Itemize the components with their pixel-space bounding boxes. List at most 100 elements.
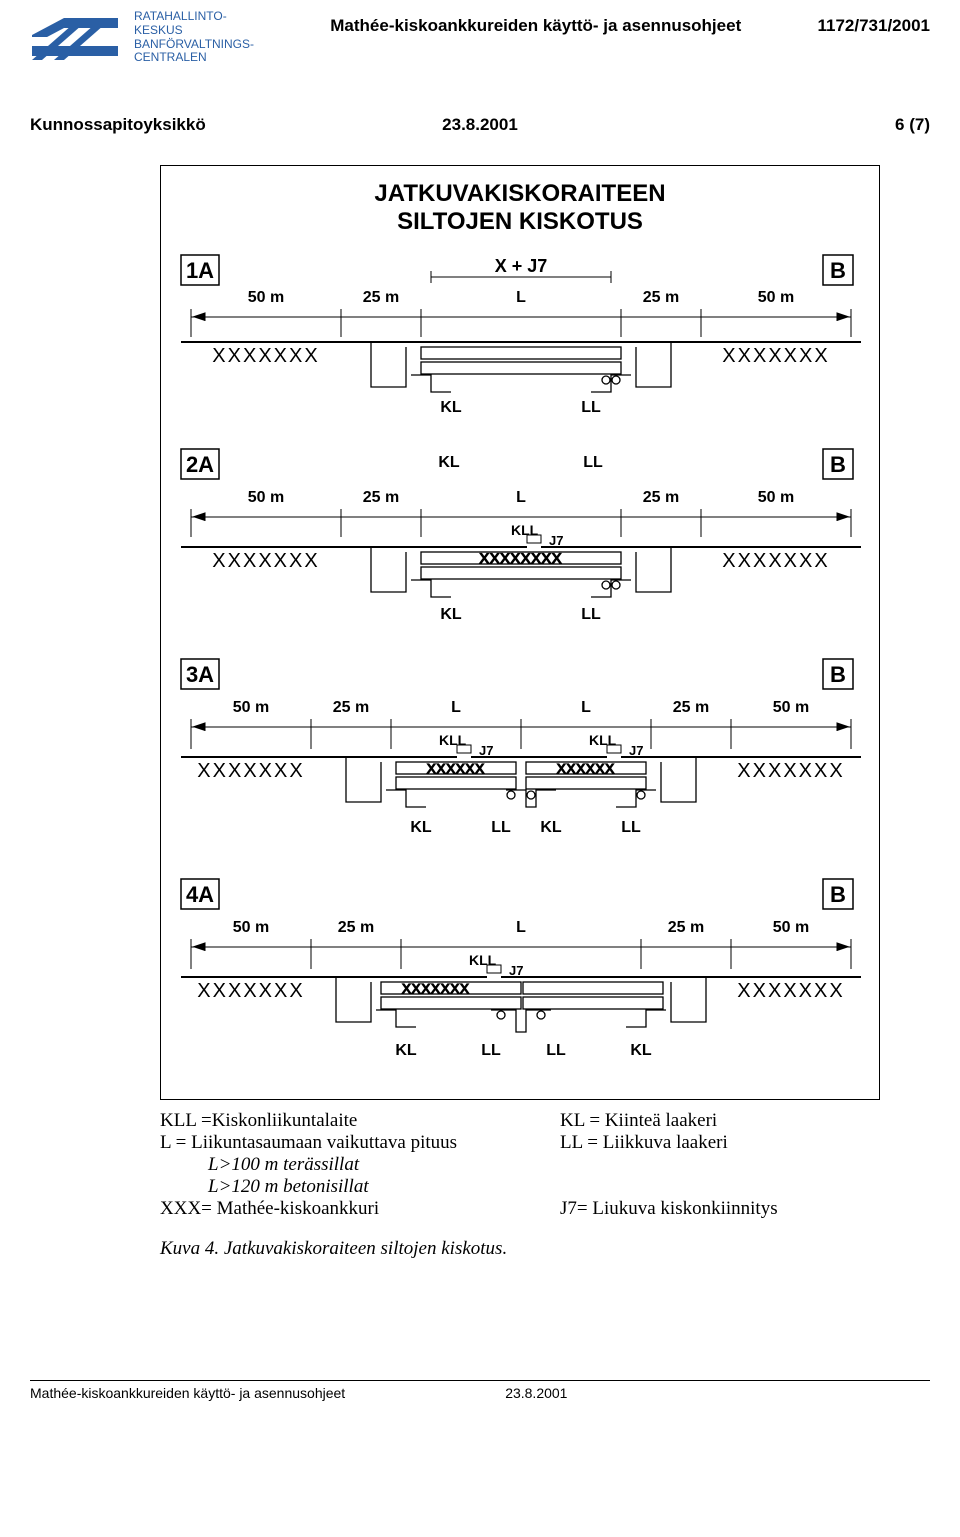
section-1a: 1A B X + J7 50 m 25 m L 25 m 50 m [171,247,869,427]
section-2a: 2A B KL LL 50 m 25 m L 25 m 50 m KLL [171,447,869,637]
dim: L [516,919,526,936]
under-ll: LL [581,606,601,623]
title-line2: SILTOJEN KISKOTUS [397,208,643,235]
xxx-small: XXXXXXX [402,981,470,996]
label-4a: 4A [186,882,214,907]
sub-header: Kunnossapitoyksikkö 23.8.2001 6 (7) [30,115,930,135]
under-kl: KL [440,606,462,623]
dim: 50 m [758,489,794,506]
dim: 25 m [673,699,709,716]
doc-number: 1172/731/2001 [817,10,930,36]
doc-title: Mathée-kiskoankkureiden käyttö- ja asenn… [264,10,807,36]
title-line1: JATKUVAKISKORAITEEN [374,180,665,207]
xxx-pattern: XXXXXXX [212,345,319,367]
xxx-small: XXXXXXXX [480,550,563,566]
dim: 50 m [248,489,284,506]
footer-date: 23.8.2001 [505,1385,567,1401]
under-kl: KL [395,1042,417,1059]
under-kl: KL [438,454,460,471]
label-3a: 3A [186,662,214,687]
legend-kl: KL = Kiinteä laakeri [560,1110,880,1132]
xxx-pattern: XXXXXXX [737,980,844,1002]
dim: 25 m [643,289,679,306]
legend-l120: L>120 m betonisillat [160,1176,880,1198]
dim-xj7: X + J7 [495,256,548,276]
label-2a: 2A [186,452,214,477]
footer: Mathée-kiskoankkureiden käyttö- ja asenn… [30,1385,930,1401]
dim: 25 m [338,919,374,936]
xxx-pattern: XXXXXXX [212,550,319,572]
dim: 25 m [363,489,399,506]
under-ll: LL [546,1042,566,1059]
logo-text: RATAHALLINTO- KESKUS BANFÖRVALTNINGS- CE… [134,10,254,65]
dim: L [516,489,526,506]
xxx-pattern: XXXXXXX [737,760,844,782]
figure-caption: Kuva 4. Jatkuvakiskoraiteen siltojen kis… [160,1238,880,1260]
label-b-3: B [830,662,846,687]
legend-ll: LL = Liikkuva laakeri [560,1132,880,1154]
legend-l: L = Liikuntasaumaan vaikuttava pituus [160,1132,560,1154]
dim: 50 m [233,699,269,716]
mid-kll: KLL [469,952,497,968]
under-kl: KL [540,819,562,836]
header-date: 23.8.2001 [380,115,580,135]
logo-line2: KESKUS [134,24,254,38]
section-3a: 3A B 50 m 25 m L L 25 m 50 m KLL [171,657,869,857]
dim: 25 m [333,699,369,716]
unit-label: Kunnossapitoyksikkö [30,115,380,135]
label-b-1: B [830,258,846,283]
under-ll: LL [481,1042,501,1059]
xxx-pattern: XXXXXXX [722,345,829,367]
logo-line3: BANFÖRVALTNINGS- [134,38,254,52]
mid-kll: KLL [589,732,617,748]
xxx-small: XXXXXX [557,761,615,776]
xxx-small: XXXXXX [427,761,485,776]
mid-j7: J7 [629,743,643,758]
dim: L [581,699,591,716]
dim: 50 m [758,289,794,306]
mid-kll: KLL [439,732,467,748]
xxx-pattern: XXXXXXX [197,760,304,782]
legend-kll: KLL =Kiskonliikuntalaite [160,1110,560,1132]
xxx-pattern: XXXXXXX [197,980,304,1002]
legend-j7: J7= Liukuva kiskonkiinnitys [560,1198,880,1220]
dim: 50 m [248,289,284,306]
under-ll: LL [581,399,601,416]
dim: 50 m [773,699,809,716]
logo-line4: CENTRALEN [134,51,254,65]
label-1a: 1A [186,258,214,283]
page: RATAHALLINTO- KESKUS BANFÖRVALTNINGS- CE… [0,0,960,1537]
logo-line1: RATAHALLINTO- [134,10,254,24]
mid-j7: J7 [479,743,493,758]
diagram-frame: JATKUVAKISKORAITEEN SILTOJEN KISKOTUS 1A… [160,165,880,1100]
dim: 50 m [773,919,809,936]
dim: 50 m [233,919,269,936]
xxx-pattern: XXXXXXX [722,550,829,572]
mid-kll: KLL [511,522,539,538]
page-number: 6 (7) [580,115,930,135]
dim: 25 m [643,489,679,506]
under-kl: KL [630,1042,652,1059]
dim: 25 m [363,289,399,306]
header: RATAHALLINTO- KESKUS BANFÖRVALTNINGS- CE… [30,10,930,65]
mid-j7: J7 [509,963,523,978]
legend: KLL =Kiskonliikuntalaite KL = Kiinteä la… [160,1110,880,1220]
under-ll: LL [621,819,641,836]
dim: L [516,289,526,306]
legend-xxx: XXX= Mathée-kiskoankkuri [160,1198,560,1220]
under-kl: KL [410,819,432,836]
logo [30,10,120,65]
label-b-2: B [830,452,846,477]
footer-title: Mathée-kiskoankkureiden käyttö- ja asenn… [30,1385,345,1401]
dim: L [451,699,461,716]
label-b-4: B [830,882,846,907]
mid-j7: J7 [549,533,563,548]
diagram-title: JATKUVAKISKORAITEEN SILTOJEN KISKOTUS [171,180,869,235]
section-4a: 4A B 50 m 25 m L 25 m 50 m KLL J7 [171,877,869,1077]
legend-l100: L>100 m terässillat [160,1154,880,1176]
under-ll: LL [491,819,511,836]
under-ll: LL [583,454,603,471]
dim: 25 m [668,919,704,936]
footer-divider [30,1380,930,1381]
under-kl: KL [440,399,462,416]
